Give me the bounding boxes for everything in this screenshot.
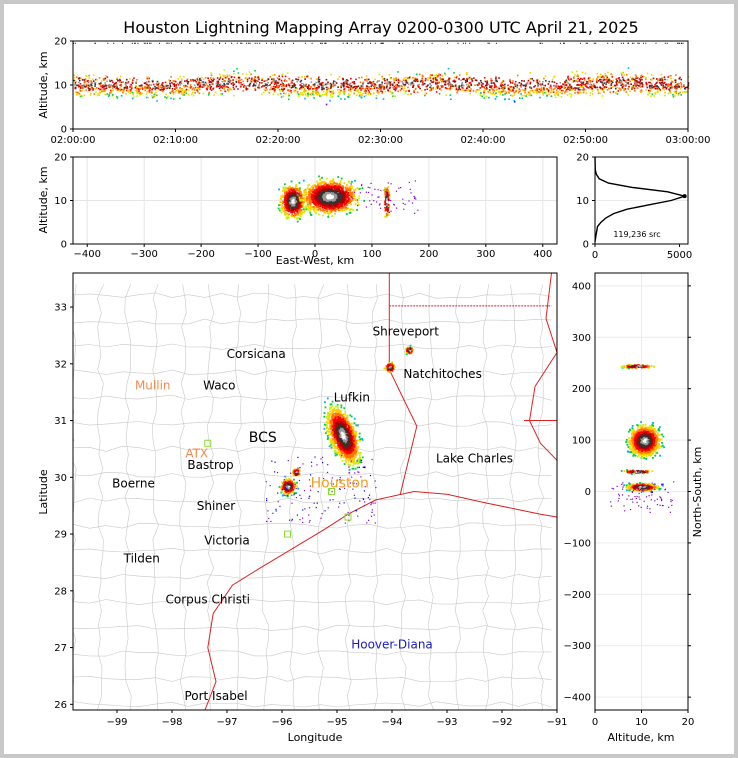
place-label: Waco: [203, 378, 235, 392]
east-west-ytick: 20: [54, 153, 67, 164]
map-xlabel: Longitude: [288, 731, 343, 744]
map-ylabel: Latitude: [37, 469, 50, 515]
map-xtick: −95: [326, 717, 347, 728]
place-label: Lake Charles: [436, 452, 513, 466]
place-label: ATX: [185, 446, 208, 460]
place-label: Shreveport: [373, 324, 440, 338]
place-label: Shiner: [197, 499, 236, 513]
east-west-xtick: 300: [476, 249, 495, 260]
north-south-xlabel: Altitude, km: [607, 731, 674, 744]
place-label: Hoover-Diana: [351, 638, 433, 652]
east-west-xtick: 100: [362, 249, 381, 260]
map-xtick: −96: [271, 717, 292, 728]
map-ytick: 26: [54, 700, 67, 711]
time-height-panel: 0 10 20 02:00:00 02:10:00 02:20:00 02:30:00 02:…: [37, 37, 710, 147]
time-height-ytick: 10: [54, 81, 67, 92]
map-ytick: 30: [54, 473, 67, 484]
place-label: Natchitoches: [403, 367, 481, 381]
place-label: Corpus Christi: [166, 592, 251, 606]
north-south-ytick: −200: [564, 590, 591, 601]
north-south-ylabel: North-South, km: [691, 447, 704, 538]
place-label: Port Isabel: [184, 689, 247, 703]
map-xtick: −93: [436, 717, 457, 728]
station-marker: [328, 488, 335, 495]
place-label: Lufkin: [334, 390, 370, 404]
east-west-ytick: 10: [54, 196, 67, 207]
map-xtick: −92: [491, 717, 512, 728]
state-border-tx-la: [388, 273, 418, 495]
place-label: Victoria: [204, 533, 250, 547]
east-west-xtick: −100: [244, 249, 271, 260]
north-south-ytick: 0: [585, 487, 591, 498]
time-height-ylabel: Altitude, km: [37, 51, 50, 118]
histogram-line: [594, 156, 688, 242]
map-xtick: −94: [381, 717, 402, 728]
north-south-ytick: −100: [564, 538, 591, 549]
time-height-xtick: 02:50:00: [563, 135, 608, 146]
time-height-xtick: 02:00:00: [51, 135, 96, 146]
north-south-ytick: 100: [572, 436, 591, 447]
river-border: [528, 273, 557, 461]
north-south-ytick: −300: [564, 641, 591, 652]
time-height-xtick: 02:20:00: [256, 135, 301, 146]
north-south-ytick: −400: [564, 693, 591, 704]
map-xtick: −97: [216, 717, 237, 728]
map-ytick: 32: [54, 359, 67, 370]
histogram-ytick: 20: [576, 153, 589, 164]
east-west-xtick: −300: [130, 249, 157, 260]
map-ytick: 27: [54, 643, 67, 654]
figure-frame: Houston Lightning Mapping Array 0200-030…: [4, 4, 734, 754]
east-west-xtick: 400: [533, 249, 552, 260]
station-marker: [344, 513, 352, 521]
histogram-xtick: 0: [592, 250, 598, 261]
figure-title: Houston Lightning Mapping Array 0200-030…: [123, 18, 638, 37]
source-count-label: 119,236 src: [613, 230, 660, 239]
plan-view-map-panel: Shreveport Corsicana Natchitoches Mullin Wac…: [37, 272, 568, 744]
north-south-xtick: 10: [635, 717, 648, 728]
map-xtick: −91: [546, 717, 567, 728]
coastline: [204, 490, 557, 710]
lightning-figure: Houston Lightning Mapping Array 0200-030…: [37, 18, 710, 744]
map-ytick: 29: [54, 530, 67, 541]
histogram-peak-marker: [682, 194, 687, 199]
north-south-ytick: 300: [572, 333, 591, 344]
time-height-xtick: 02:40:00: [461, 135, 506, 146]
histogram-ytick: 0: [583, 240, 589, 251]
map-xtick: −98: [161, 717, 182, 728]
altitude-histogram-panel: 119,236 src 0 10 20 0 5000: [576, 153, 692, 262]
place-label: Tilden: [123, 551, 160, 565]
time-height-xtick: 03:00:00: [666, 135, 711, 146]
place-label: Mullin: [135, 378, 171, 392]
east-west-xtick: 0: [312, 249, 318, 260]
place-label: BCS: [249, 430, 277, 446]
east-west-xtick: −400: [74, 249, 101, 260]
map-ytick: 31: [54, 416, 67, 427]
east-west-ylabel: Altitude, km: [37, 166, 50, 233]
histogram-ytick: 10: [576, 196, 589, 207]
map-xtick: −99: [106, 717, 127, 728]
time-height-xtick: 02:30:00: [358, 135, 403, 146]
place-label: Corsicana: [227, 347, 286, 361]
place-label: Houston: [311, 476, 369, 492]
east-west-xlabel: East-West, km: [276, 254, 354, 267]
east-west-height-panel: −400 −300 −200 −100 0 100 200 300 400 0 10 20 Altit…: [37, 153, 558, 267]
time-height-ytick: 20: [54, 37, 67, 48]
time-height-ytick: 0: [61, 125, 67, 136]
east-west-xtick: −200: [187, 249, 214, 260]
north-south-ytick: 400: [572, 281, 591, 292]
north-south-ytick: 200: [572, 384, 591, 395]
north-south-altitude-panel: −400 −300 −200 −100 0 100 200 300 400 0 10 20 North…: [564, 272, 704, 744]
north-south-xtick: 0: [592, 717, 598, 728]
station-marker: [204, 439, 212, 447]
map-ytick: 28: [54, 586, 67, 597]
time-height-xtick: 02:10:00: [153, 135, 198, 146]
map-ytick: 33: [54, 303, 67, 314]
north-south-xtick: 20: [682, 717, 695, 728]
place-label: Boerne: [112, 477, 155, 491]
east-west-xtick: 200: [419, 249, 438, 260]
east-west-ytick: 0: [61, 240, 67, 251]
place-label: Bastrop: [187, 458, 233, 472]
histogram-xtick: 5000: [667, 250, 692, 261]
station-marker: [284, 530, 291, 538]
